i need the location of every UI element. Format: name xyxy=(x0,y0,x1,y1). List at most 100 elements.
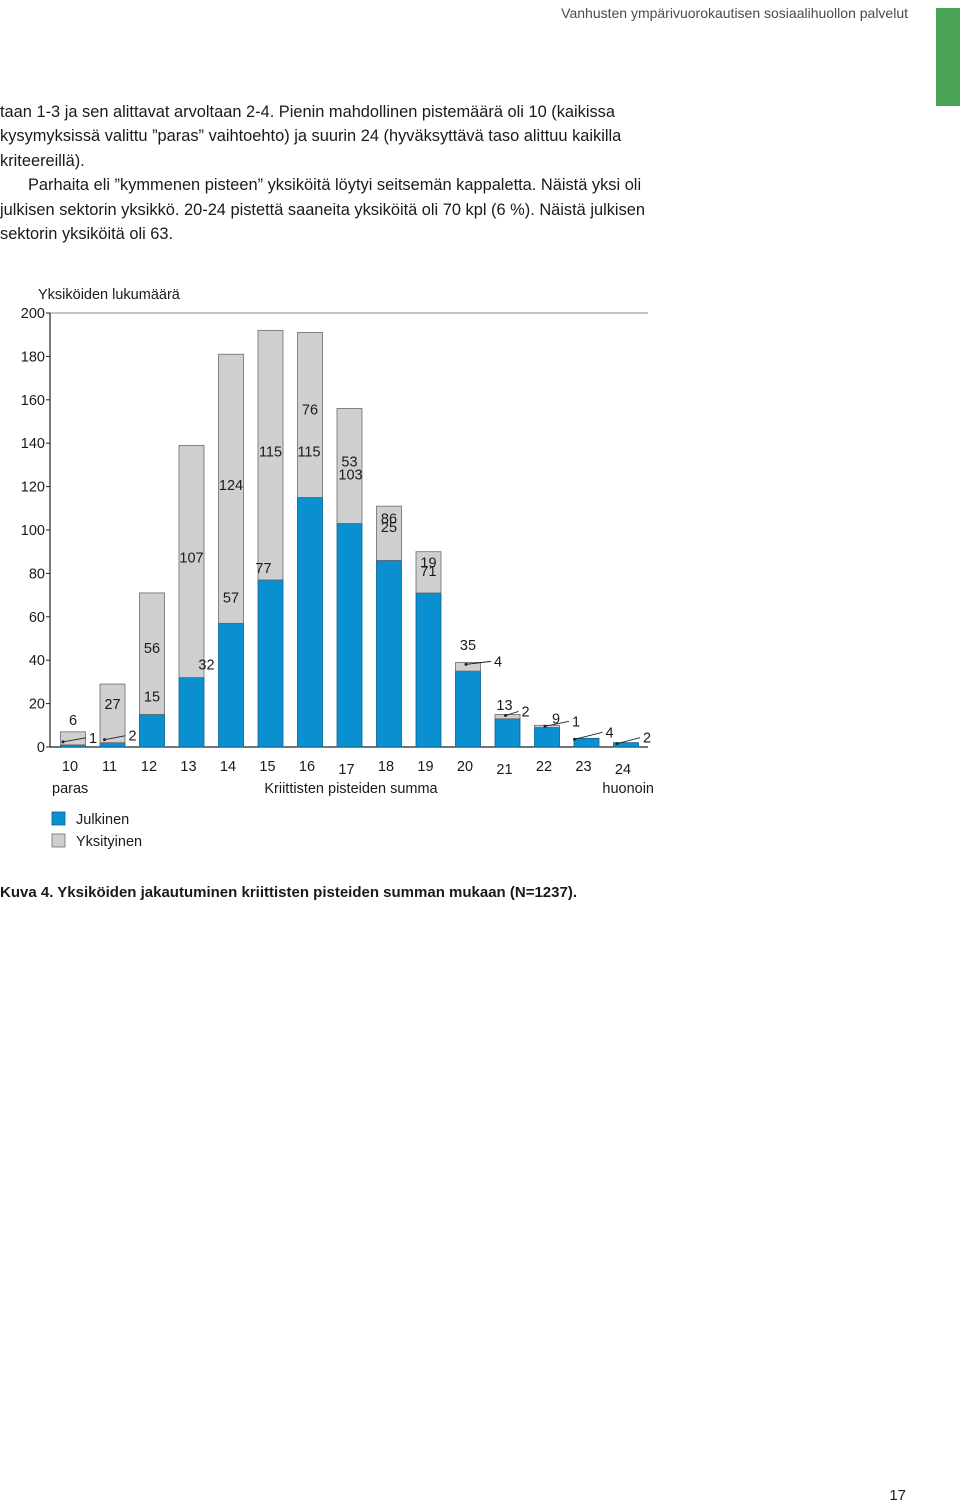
legend-swatch-yksityinen xyxy=(51,833,66,848)
pointer-dot xyxy=(573,737,576,741)
data-label-yksityinen-21: 2 xyxy=(522,704,530,720)
bar-yksityinen-18 xyxy=(376,505,402,561)
bar-yksityinen-13 xyxy=(178,444,205,678)
bar-yksityinen-15 xyxy=(257,329,284,581)
data-label-julkinen-16: 115 xyxy=(297,444,320,460)
pointer-dot xyxy=(543,724,547,728)
y-tick-label: 60 xyxy=(29,610,45,626)
data-label-yksityinen-10: 6 xyxy=(69,713,77,729)
figure-caption: Kuva 4. Yksiköiden jakautuminen kriittis… xyxy=(0,884,577,901)
y-tick-label: 120 xyxy=(21,480,45,496)
pointer-dot xyxy=(615,742,619,746)
data-label-julkinen-11: 2 xyxy=(129,729,137,745)
y-tick-label: 200 xyxy=(21,306,45,322)
x-tick-label-21: 21 xyxy=(496,762,512,778)
data-label-julkinen-18: 86 xyxy=(381,511,397,527)
y-tick-label: 40 xyxy=(29,653,45,669)
y-tick-label: 20 xyxy=(29,697,45,713)
bar-yksityinen-22 xyxy=(534,724,560,728)
bar-julkinen-19 xyxy=(415,592,442,748)
y-tick-label: 140 xyxy=(21,436,45,452)
y-tick-label: 180 xyxy=(21,349,45,365)
data-label-yksityinen-17: 53 xyxy=(341,454,357,470)
data-label-julkinen-19: 71 xyxy=(420,564,436,580)
x-axis-title: Kriittisten pisteiden summa xyxy=(264,781,438,797)
page-number: 17 xyxy=(889,1487,906,1504)
bar-julkinen-17 xyxy=(336,523,363,748)
stacked-bar-chart: Yksiköiden lukumäärä02040608010012014016… xyxy=(21,287,654,850)
data-label-julkinen-24: 2 xyxy=(643,731,651,747)
bar-yksityinen-14 xyxy=(218,353,244,624)
y-tick-label: 0 xyxy=(37,740,45,756)
x-start-label: paras xyxy=(52,781,88,797)
pointer-line xyxy=(104,735,126,741)
pointer-line xyxy=(465,660,492,665)
bar-julkinen-14 xyxy=(218,622,244,748)
legend-label-yksityinen: Yksityinen xyxy=(76,834,142,850)
chart-legend: Julkinen Yksityinen xyxy=(51,811,142,850)
data-label-julkinen-14: 57 xyxy=(223,590,239,606)
bar-julkinen-18 xyxy=(376,559,402,748)
section-color-tab xyxy=(936,8,960,106)
pointer-dot xyxy=(464,662,468,666)
x-tick-label-15: 15 xyxy=(259,759,275,775)
data-label-julkinen-15: 77 xyxy=(255,561,271,577)
chart-x-axis: 10 11 12 13 14 15 16 17 18 19 20 21 22 23 24 paras Kriit… xyxy=(52,759,654,797)
x-tick-label-17: 17 xyxy=(338,762,354,778)
legend-swatch-julkinen xyxy=(51,811,66,826)
x-tick-label-13: 13 xyxy=(180,759,196,775)
data-label-yksityinen-20: 4 xyxy=(494,654,502,670)
body-text: taan 1-3 ja sen alittavat arvoltaan 2-4.… xyxy=(0,100,700,246)
x-tick-label-14: 14 xyxy=(220,759,236,775)
x-tick-label-10: 10 xyxy=(62,759,78,775)
bar-julkinen-15 xyxy=(257,579,284,748)
data-label-julkinen-21: 13 xyxy=(496,698,512,714)
bar-yksityinen-20 xyxy=(455,661,481,672)
pointer-line xyxy=(574,731,603,740)
bar-yksityinen-19 xyxy=(415,551,442,594)
x-tick-label-18: 18 xyxy=(378,759,394,775)
data-label-yksityinen-13: 107 xyxy=(179,550,203,566)
paragraph-2: Parhaita eli ”kymmenen pisteen” yksiköit… xyxy=(0,176,645,244)
pointer-line xyxy=(544,720,570,727)
data-label-yksityinen-19: 19 xyxy=(420,556,436,572)
x-tick-label-12: 12 xyxy=(141,759,157,775)
x-tick-label-11: 11 xyxy=(102,759,117,775)
data-label-julkinen-10: 1 xyxy=(89,731,97,747)
x-tick-label-16: 16 xyxy=(299,759,315,775)
data-label-yksityinen-16: 76 xyxy=(302,403,318,419)
bar-julkinen-11 xyxy=(99,742,126,748)
data-label-julkinen-17: 103 xyxy=(338,467,362,483)
x-end-label: huonoin xyxy=(602,781,654,797)
legend-label-julkinen: Julkinen xyxy=(76,812,129,828)
x-tick-label-23: 23 xyxy=(575,759,591,775)
bar-julkinen-23 xyxy=(573,737,600,748)
pointer-dot xyxy=(61,740,65,744)
data-label-yksityinen-22: 1 xyxy=(572,714,580,730)
bar-julkinen-24 xyxy=(613,742,639,748)
data-label-julkinen-13: 32 xyxy=(198,658,214,674)
bar-yksityinen-16 xyxy=(297,332,323,498)
pointer-dot xyxy=(103,738,106,742)
pointer-line xyxy=(616,737,641,745)
data-label-yksityinen-15: 115 xyxy=(259,444,282,460)
data-label-julkinen-12: 15 xyxy=(144,689,160,705)
bar-julkinen-13 xyxy=(178,677,205,748)
y-axis-title: Yksiköiden lukumäärä xyxy=(38,287,181,303)
pointer-dot xyxy=(504,713,507,717)
y-tick-label: 80 xyxy=(29,566,45,582)
bar-yksityinen-17 xyxy=(336,408,363,524)
bar-julkinen-16 xyxy=(297,497,323,748)
data-label-yksityinen-14: 124 xyxy=(219,478,243,494)
data-label-yksityinen-18: 25 xyxy=(381,520,397,536)
y-tick-label: 100 xyxy=(21,523,45,539)
bar-julkinen-20 xyxy=(455,670,481,748)
bar-yksityinen-12 xyxy=(139,592,165,715)
running-header: Vanhusten ympärivuorokautisen sosiaalihu… xyxy=(561,5,908,21)
bar-julkinen-21 xyxy=(494,718,521,748)
bar-julkinen-12 xyxy=(139,714,165,748)
data-label-julkinen-22: 9 xyxy=(552,711,560,727)
x-tick-label-24: 24 xyxy=(615,762,631,778)
chart-bars xyxy=(60,329,639,748)
data-label-julkinen-20: 35 xyxy=(460,638,476,654)
